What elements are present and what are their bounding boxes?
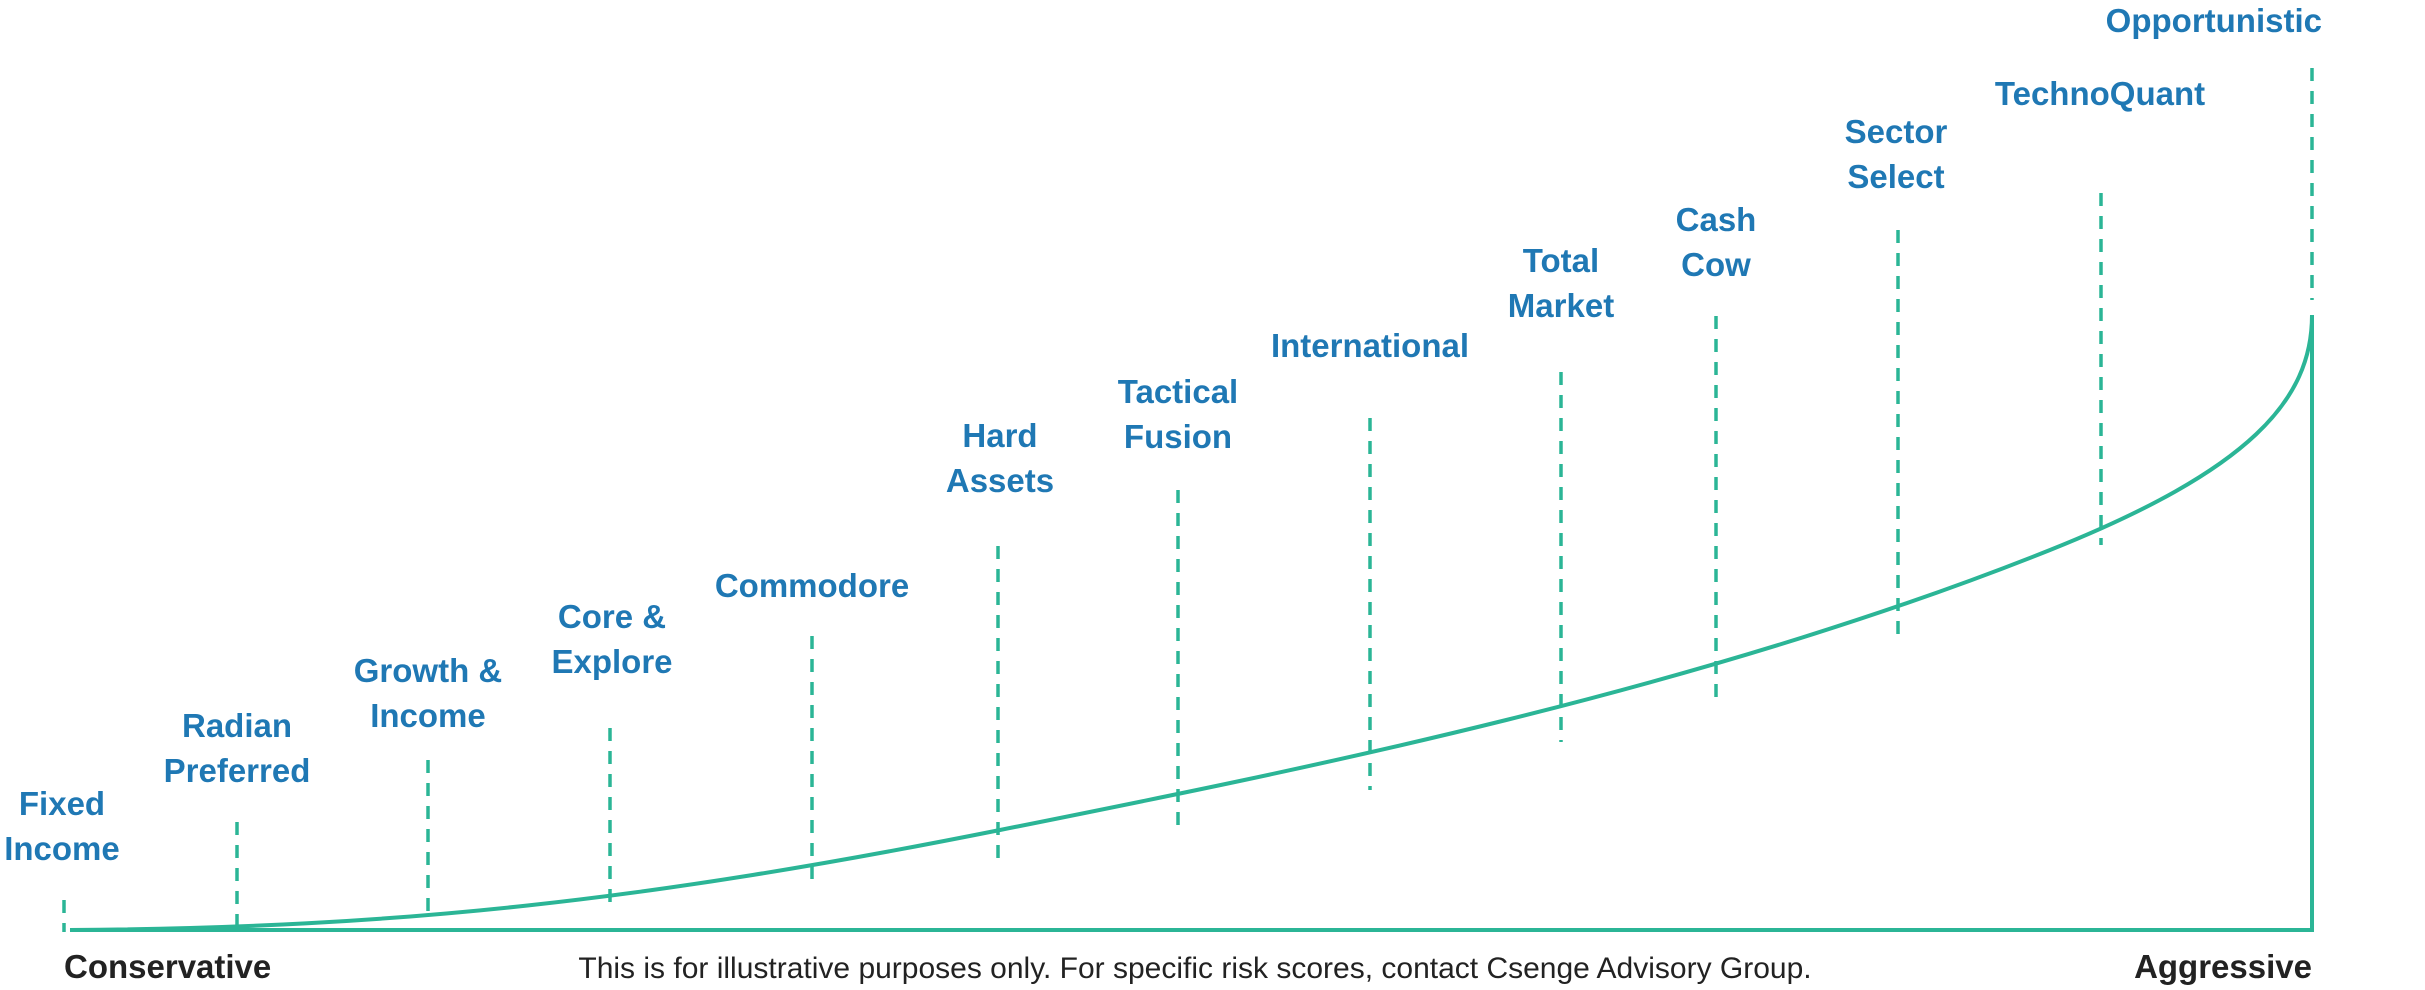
strategy-label-line: Income: [4, 830, 120, 867]
strategy-label-line: Tactical: [1118, 373, 1238, 410]
strategy-label-line: Cash: [1676, 201, 1757, 238]
strategy-label: Opportunistic: [2106, 2, 2322, 39]
strategy-label: Growth & Income: [354, 652, 502, 734]
conservative-label: Conservative: [64, 948, 271, 985]
strategy-label: Hard Assets: [946, 417, 1054, 499]
strategy-label-line: International: [1271, 327, 1469, 364]
strategy-label: Tactical Fusion: [1118, 373, 1238, 455]
strategy-label-line: Growth &: [354, 652, 502, 689]
aggressive-label: Aggressive: [2134, 948, 2312, 985]
strategy-label-line: Sector: [1845, 113, 1948, 150]
strategy-label-line: Hard: [962, 417, 1037, 454]
strategy-label-line: Core &: [558, 598, 666, 635]
strategy-label: Core & Explore: [551, 598, 672, 680]
strategy-label-line: Income: [370, 697, 486, 734]
strategy-label: Radian Preferred: [164, 707, 311, 789]
strategy-label: Cash Cow: [1676, 201, 1757, 283]
strategy-label-line: Opportunistic: [2106, 2, 2322, 39]
disclaimer-text: This is for illustrative purposes only. …: [578, 952, 1811, 985]
strategy-markers: [62, 68, 2314, 932]
strategy-label: International: [1271, 327, 1469, 364]
strategy-label-line: Select: [1847, 158, 1944, 195]
strategy-label: Fixed Income: [4, 785, 120, 867]
strategy-label-line: Total: [1523, 242, 1599, 279]
strategy-label: Commodore: [715, 567, 909, 604]
strategy-label-line: Commodore: [715, 567, 909, 604]
strategy-label: Sector Select: [1845, 113, 1948, 195]
strategy-label: Total Market: [1508, 242, 1614, 324]
strategy-label-line: Fixed: [19, 785, 105, 822]
strategy-label-line: Cow: [1681, 246, 1751, 283]
strategy-label-line: Fusion: [1124, 418, 1232, 455]
risk-curve: [69, 314, 2314, 932]
strategy-label-line: Market: [1508, 287, 1614, 324]
strategy-label-line: TechnoQuant: [1995, 75, 2205, 112]
strategy-label-line: Radian: [182, 707, 292, 744]
strategy-label-line: Explore: [551, 643, 672, 680]
strategy-label: TechnoQuant: [1995, 75, 2205, 112]
strategy-label-line: Assets: [946, 462, 1054, 499]
strategy-label-line: Preferred: [164, 752, 311, 789]
strategy-labels: Fixed Income Radian Preferred Growth & Income…: [4, 2, 2322, 867]
